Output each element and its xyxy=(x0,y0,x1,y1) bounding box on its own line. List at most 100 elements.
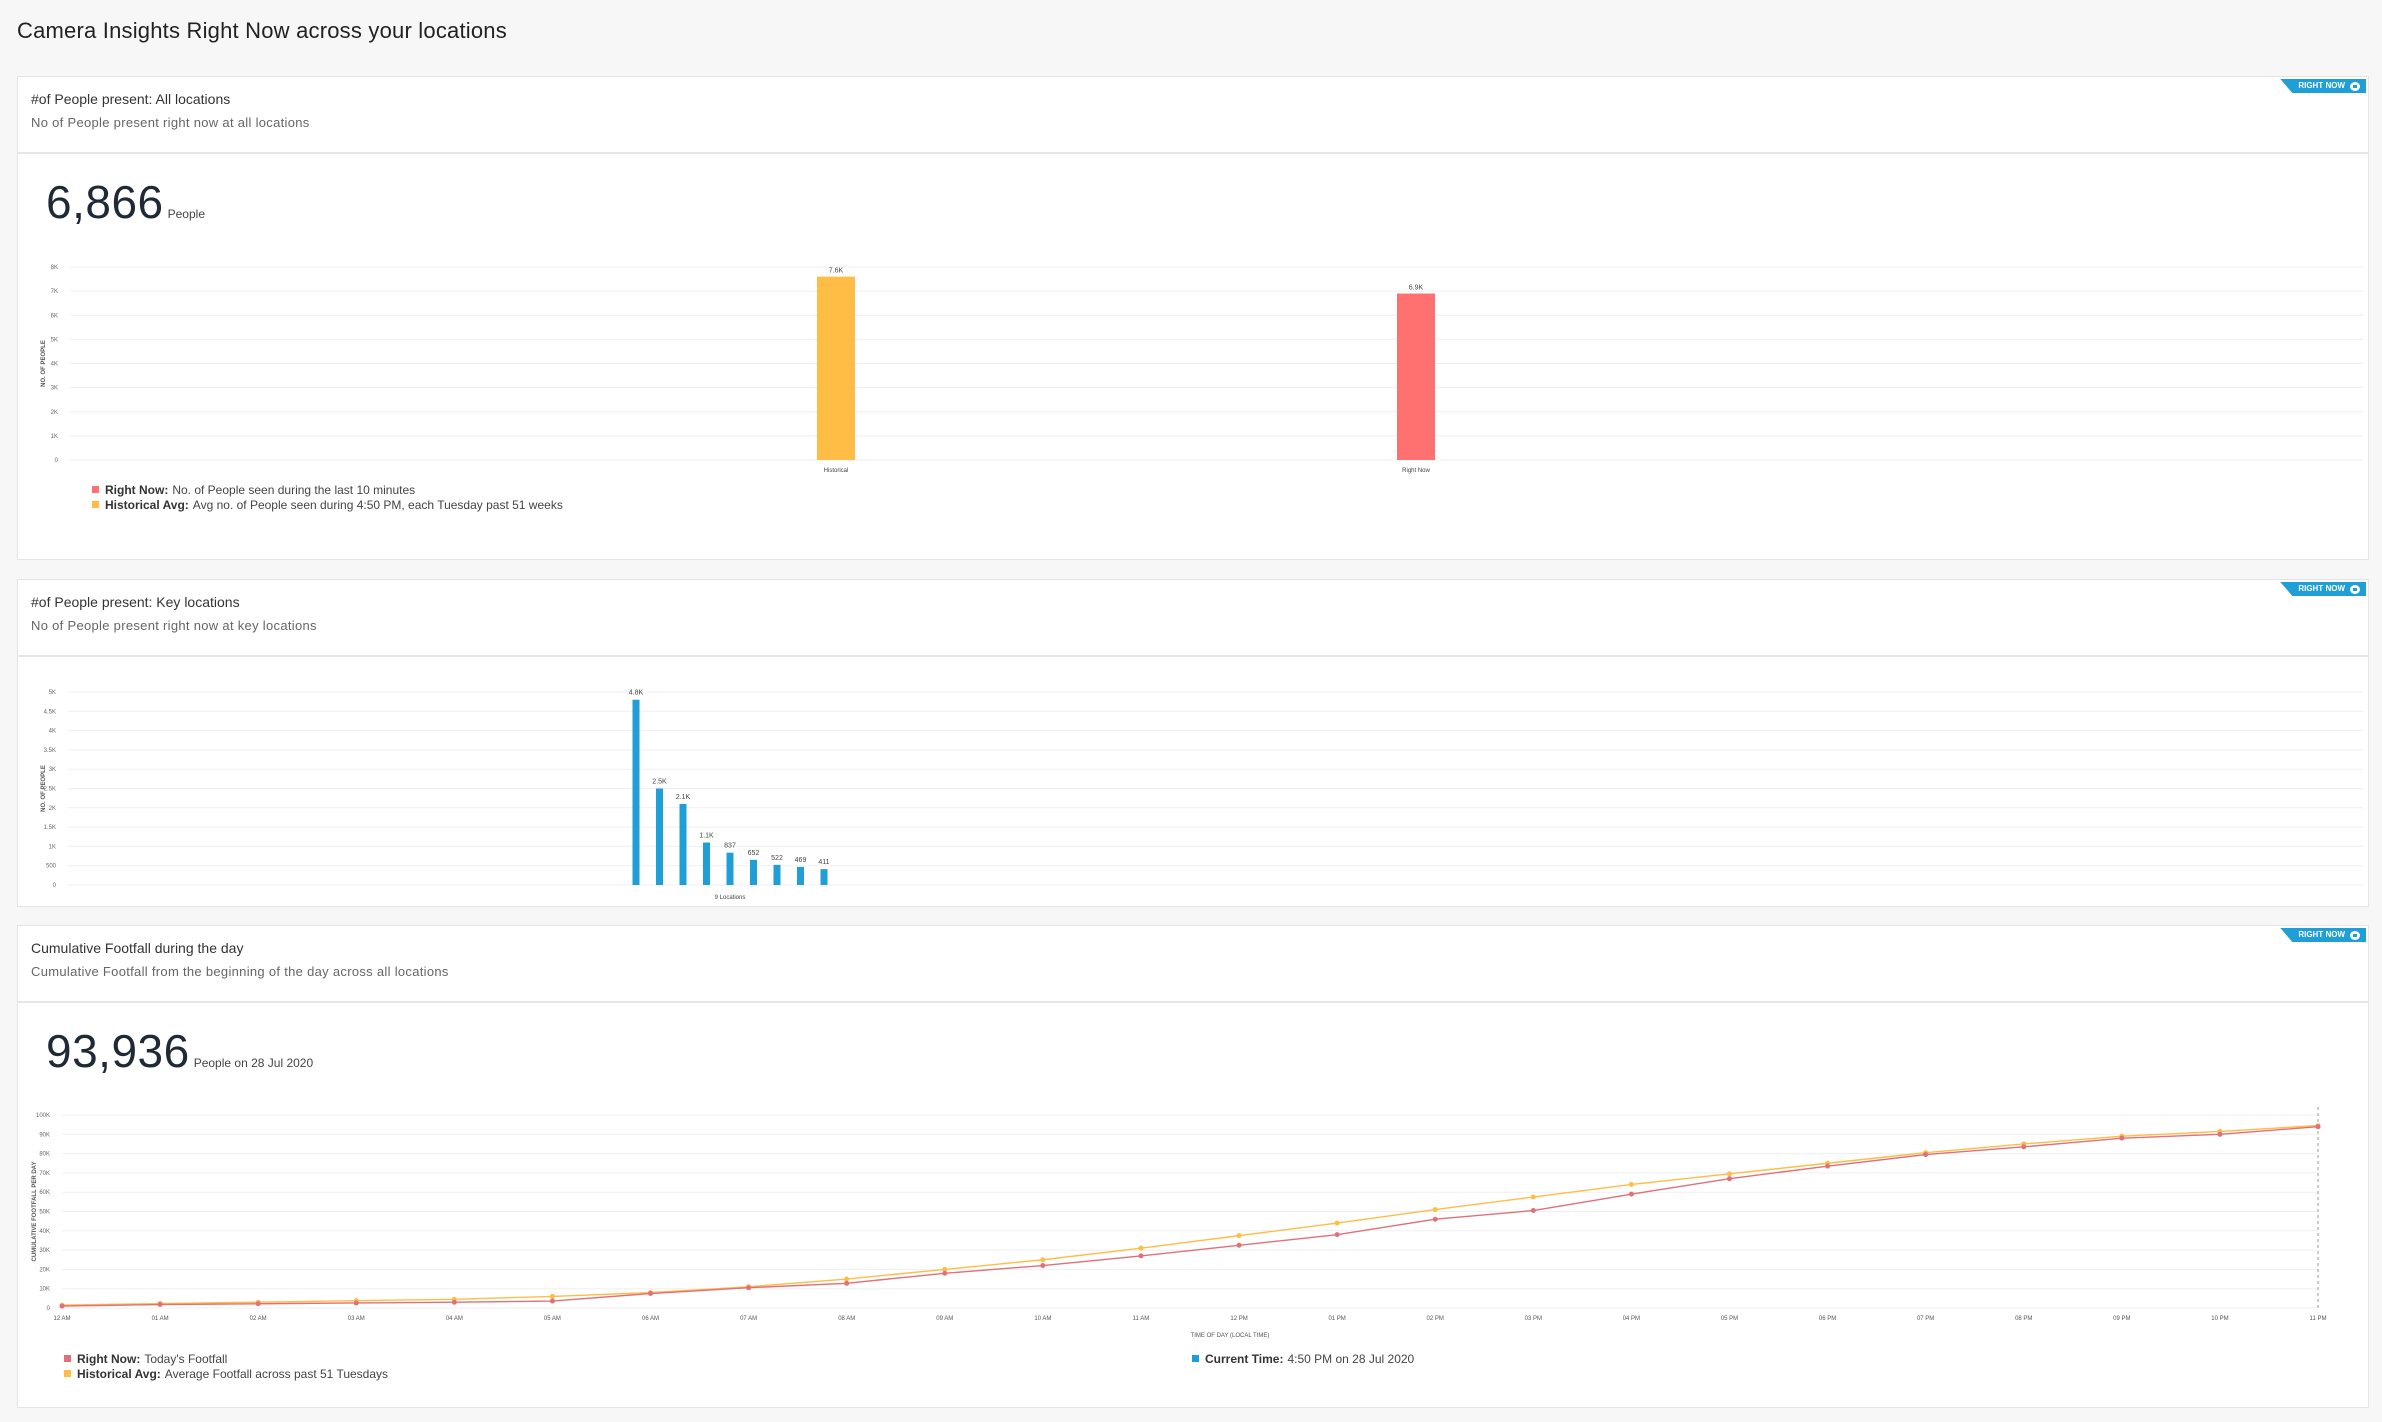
x-tick-label: 05 AM xyxy=(544,1316,561,1322)
card-title: #of People present: Key locations xyxy=(31,594,240,610)
bar xyxy=(820,869,828,885)
bar xyxy=(679,803,687,885)
x-tick-label: 08 PM xyxy=(2015,1316,2032,1322)
page-title: Camera Insights Right Now across your lo… xyxy=(17,18,507,43)
data-point xyxy=(1334,1232,1340,1238)
chart-key-locations: 0 500 1K 1.5K 2K 2.5K 3K 3.5K 4K 4.5K 5K NO. OF PEO… xyxy=(41,690,2363,901)
y-tick-label: 80K xyxy=(39,1152,50,1158)
y-axis-label: NO. OF PEOPLE xyxy=(41,765,47,812)
data-point xyxy=(1236,1242,1242,1248)
chart-all-locations: 0 1K 2K 3K 4K 5K 6K 7K 8K NO. OF PEOPLE 7.6K Histor… xyxy=(41,265,2363,474)
bar-value-label: 837 xyxy=(724,843,736,850)
y-tick-label: 3K xyxy=(49,767,56,773)
legend-swatch xyxy=(92,486,99,493)
badge-label: RIGHT NOW xyxy=(2298,81,2345,90)
badge-label: RIGHT NOW xyxy=(2298,584,2345,593)
y-tick-label: 4.5K xyxy=(44,709,56,715)
data-point xyxy=(353,1300,359,1306)
y-tick-label: 3.5K xyxy=(44,748,56,754)
y-tick-label: 7K xyxy=(51,289,58,295)
y-tick-label: 0 xyxy=(55,458,59,464)
y-tick-label: 30K xyxy=(39,1248,50,1254)
kpi-value: 6,866 xyxy=(46,176,164,228)
kpi-value: 93,936 xyxy=(46,1025,190,1077)
y-tick-label: 20K xyxy=(39,1267,50,1273)
data-point xyxy=(1923,1152,1929,1158)
data-point xyxy=(1530,1208,1536,1214)
x-tick-label: 09 AM xyxy=(936,1316,953,1322)
bar-value-label: 1.1K xyxy=(699,833,714,840)
bar xyxy=(632,699,640,885)
legend-text: Avg no. of People seen during 4:50 PM, e… xyxy=(192,497,563,512)
y-axis-label: CUMULATIVE FOOTFALL PER DAY xyxy=(32,1162,38,1262)
data-point xyxy=(1726,1171,1732,1177)
card-subtitle: Cumulative Footfall from the beginning o… xyxy=(31,964,449,979)
card-header: Cumulative Footfall during the day Cumul… xyxy=(18,926,2368,1003)
bar-value-label: 2.5K xyxy=(652,779,667,786)
legend-text: No. of People seen during the last 10 mi… xyxy=(172,482,416,497)
chart-legend: Right Now: No. of People seen during the… xyxy=(92,482,563,512)
data-point xyxy=(942,1266,948,1272)
data-point xyxy=(2021,1144,2027,1150)
data-point xyxy=(549,1298,555,1304)
x-tick-label: 02 PM xyxy=(1427,1316,1444,1322)
right-now-badge[interactable]: RIGHT NOW xyxy=(2280,79,2366,93)
y-tick-label: 90K xyxy=(39,1132,50,1138)
x-tick-label: 09 PM xyxy=(2113,1316,2130,1322)
y-tick-label: 1K xyxy=(51,434,58,440)
x-tick-label: Right Now xyxy=(1402,468,1430,474)
current-time-legend: Current Time: 4:50 PM on 28 Jul 2020 xyxy=(1192,1351,1414,1366)
card-header: #of People present: All locations No of … xyxy=(18,77,2368,154)
y-tick-label: 100K xyxy=(36,1113,50,1119)
filter-icon xyxy=(2350,930,2360,940)
x-tick-label: 01 PM xyxy=(1328,1316,1345,1322)
y-tick-label: 2K xyxy=(51,410,58,416)
data-point xyxy=(1236,1233,1242,1239)
chart-cumulative-footfall: 0 10K 20K 30K 40K 50K 60K 70K 80K 90K 100K CUMULATI… xyxy=(32,1107,2326,1339)
chart-legend: Right Now: Today's Footfall Historical A… xyxy=(64,1351,388,1381)
x-tick-label: 02 AM xyxy=(250,1316,267,1322)
x-tick-label: 07 AM xyxy=(740,1316,757,1322)
data-point xyxy=(2315,1124,2321,1130)
legend-text: Average Footfall across past 51 Tuesdays xyxy=(164,1366,389,1381)
x-tick-label: 06 PM xyxy=(1819,1316,1836,1322)
y-tick-label: 2.5K xyxy=(44,787,56,793)
data-point xyxy=(2217,1131,2223,1137)
y-tick-label: 1K xyxy=(49,844,56,850)
x-axis-label: 9 Locations xyxy=(715,895,746,901)
card-key-locations: #of People present: Key locations No of … xyxy=(17,579,2369,907)
y-tick-label: 1.5K xyxy=(44,825,56,831)
legend-item-historical: Historical Avg: Average Footfall across … xyxy=(64,1366,388,1381)
legend-key: Right Now: xyxy=(77,1351,141,1366)
y-tick-label: 0 xyxy=(53,883,57,889)
data-point xyxy=(1628,1191,1634,1197)
bar-value-label: 7.6K xyxy=(829,268,844,275)
bar xyxy=(750,859,757,885)
legend-key: Right Now: xyxy=(105,482,169,497)
legend-swatch xyxy=(92,501,99,508)
x-tick-label: 10 PM xyxy=(2211,1316,2228,1322)
x-tick-label: 12 PM xyxy=(1230,1316,1247,1322)
card-cumulative-footfall: Cumulative Footfall during the day Cumul… xyxy=(17,925,2369,1408)
data-point xyxy=(1040,1263,1046,1269)
y-axis-label: NO. OF PEOPLE xyxy=(41,340,47,387)
right-now-badge[interactable]: RIGHT NOW xyxy=(2280,582,2366,596)
right-now-badge[interactable]: RIGHT NOW xyxy=(2280,928,2366,942)
legend-key: Historical Avg: xyxy=(105,497,189,512)
bar-value-label: 522 xyxy=(771,855,783,862)
bar-value-label: 652 xyxy=(748,850,760,857)
bar xyxy=(703,842,710,885)
x-tick-label: 11 AM xyxy=(1133,1316,1150,1322)
y-tick-label: 4K xyxy=(51,362,58,368)
x-axis-label: TIME OF DAY (LOCAL TIME) xyxy=(1191,1333,1270,1339)
y-tick-label: 2K xyxy=(49,806,56,812)
filter-icon xyxy=(2350,81,2360,91)
y-tick-label: 500 xyxy=(46,864,57,870)
legend-item-historical: Historical Avg: Avg no. of People seen d… xyxy=(92,497,563,512)
data-point xyxy=(1334,1220,1340,1226)
x-tick-label: 07 PM xyxy=(1917,1316,1934,1322)
series-line xyxy=(61,1124,2319,1306)
legend-key: Historical Avg: xyxy=(77,1366,161,1381)
y-tick-label: 5K xyxy=(51,337,58,343)
x-tick-label: 10 AM xyxy=(1034,1316,1051,1322)
